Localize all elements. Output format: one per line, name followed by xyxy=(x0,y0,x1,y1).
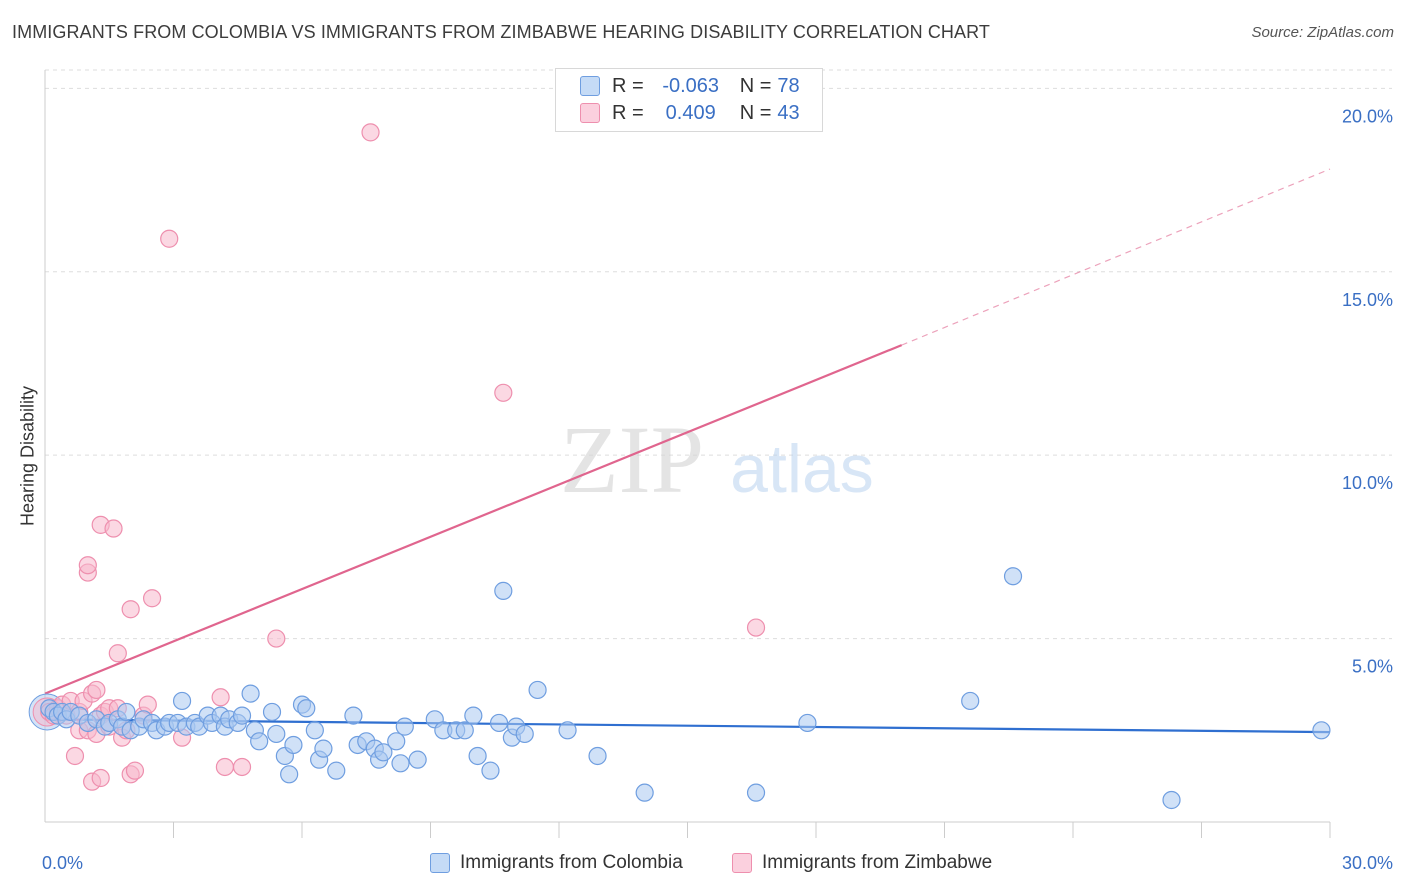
colombia-point xyxy=(558,721,577,740)
zimbabwe-point xyxy=(361,123,380,142)
colombia-point xyxy=(588,746,607,766)
colombia-point xyxy=(280,765,299,784)
chart-title: IMMIGRANTS FROM COLOMBIA VS IMMIGRANTS F… xyxy=(12,22,990,42)
colombia-point xyxy=(314,739,333,758)
colombia-point xyxy=(387,732,406,751)
colombia-point xyxy=(464,706,483,725)
colombia-point xyxy=(262,702,282,722)
watermark-zip: ZIP xyxy=(560,406,704,513)
watermark-atlas: atlas xyxy=(730,431,874,507)
grid-lines xyxy=(45,69,1392,640)
colombia-point xyxy=(344,706,363,725)
colombia-point xyxy=(746,783,766,802)
colombia-point xyxy=(528,680,547,700)
axis-ticks: 5.0% 10.0% 15.0% 20.0% 0.0% 30.0% xyxy=(42,106,1393,873)
colombia-legend-swatch xyxy=(430,853,450,873)
zimbabwe-point xyxy=(78,556,97,575)
colombia-point xyxy=(1162,790,1181,810)
x-tick-label: 0.0% xyxy=(42,853,83,873)
colombia-point xyxy=(494,581,513,600)
y-tick-label: 15.0% xyxy=(1342,290,1393,310)
colombia-point xyxy=(635,783,654,802)
colombia-point xyxy=(798,713,817,733)
x-tick-label: 30.0% xyxy=(1342,853,1393,873)
colombia-point xyxy=(468,746,487,766)
zimbabwe-point xyxy=(160,229,179,248)
legend-label-zimbabwe: Immigrants from Zimbabwe xyxy=(762,852,993,873)
zimbabwe-point xyxy=(65,746,85,766)
r-value: 0.409 xyxy=(665,101,716,124)
zimbabwe-point xyxy=(104,519,123,538)
legend-item-colombia: Immigrants from Colombia xyxy=(430,852,683,874)
colombia-point xyxy=(172,691,192,711)
zimbabwe-point xyxy=(232,757,252,777)
stats-legend: R = -0.063 N = 78 R = 0.409 N = 43 xyxy=(555,68,823,132)
r-label: R = xyxy=(612,74,644,97)
colombia-swatch xyxy=(580,76,600,96)
zimbabwe-point xyxy=(211,688,230,707)
zimbabwe-point xyxy=(494,383,513,402)
colombia-trend-line xyxy=(44,718,1331,734)
colombia-point xyxy=(395,717,414,736)
colombia-point xyxy=(305,721,324,740)
y-tick-label: 10.0% xyxy=(1342,473,1393,493)
zimbabwe-point xyxy=(746,618,766,637)
zimbabwe-point xyxy=(121,600,140,619)
colombia-point xyxy=(1312,721,1331,740)
colombia-point xyxy=(232,706,252,725)
y-tick-label: 20.0% xyxy=(1342,106,1393,126)
n-value: 43 xyxy=(777,101,800,124)
n-value: 78 xyxy=(777,74,800,97)
data-points xyxy=(28,123,1331,810)
zimbabwe-point xyxy=(125,761,145,780)
r-label: R = xyxy=(612,101,644,124)
zimbabwe-point xyxy=(267,629,286,648)
colombia-point xyxy=(391,754,410,773)
zimbabwe-legend-swatch xyxy=(732,853,752,873)
trend-lines xyxy=(44,168,1331,734)
colombia-point xyxy=(241,684,260,703)
colombia-point xyxy=(327,761,346,780)
colombia-point xyxy=(284,735,303,755)
colombia-point xyxy=(250,732,269,751)
colombia-point xyxy=(267,724,286,744)
r-value: -0.063 xyxy=(662,74,720,97)
zimbabwe-swatch xyxy=(580,103,600,123)
zimbabwe-point xyxy=(108,644,127,663)
colombia-point xyxy=(515,724,534,744)
zimbabwe-point xyxy=(87,680,106,700)
n-label: N = xyxy=(739,101,772,124)
source-label: Source: ZipAtlas.com xyxy=(1251,24,1394,41)
zimbabwe-point xyxy=(142,589,162,608)
n-label: N = xyxy=(739,74,772,97)
legend-item-zimbabwe: Immigrants from Zimbabwe xyxy=(732,852,992,874)
colombia-point xyxy=(455,721,474,740)
zimbabwe-point xyxy=(215,757,234,777)
colombia-point xyxy=(1003,567,1023,586)
y-tick-label: 5.0% xyxy=(1352,657,1393,677)
colombia-point xyxy=(297,699,316,718)
y-axis-label: Hearing Disability xyxy=(17,385,38,527)
stats-row-colombia: R = -0.063 N = 78 xyxy=(580,73,800,99)
colombia-point xyxy=(374,743,393,762)
colombia-point xyxy=(961,691,980,711)
zimbabwe-trend-extension xyxy=(901,168,1331,346)
colombia-point xyxy=(481,761,500,780)
stats-row-zimbabwe: R = 0.409 N = 43 xyxy=(580,100,800,126)
watermark: ZIP atlas xyxy=(560,406,874,513)
colombia-point xyxy=(117,702,136,722)
colombia-point xyxy=(489,713,509,733)
zimbabwe-point xyxy=(91,768,110,788)
zimbabwe-trend-line xyxy=(44,344,903,695)
legend-label-colombia: Immigrants from Colombia xyxy=(460,852,683,873)
colombia-point xyxy=(408,750,427,769)
